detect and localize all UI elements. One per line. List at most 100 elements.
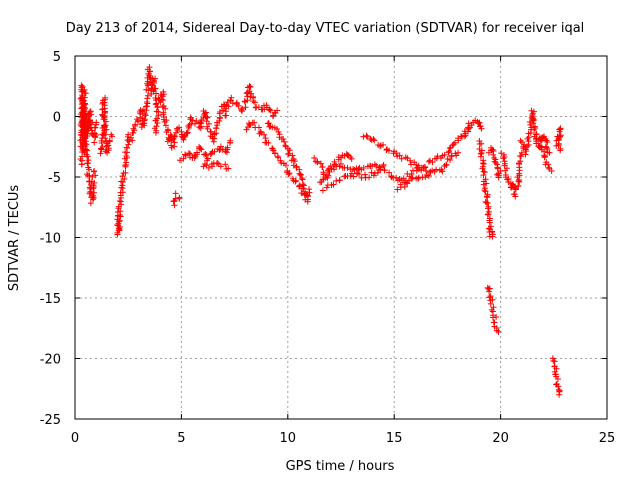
data-point — [91, 189, 98, 196]
data-point — [336, 177, 343, 184]
data-point — [530, 120, 537, 127]
data-point — [481, 187, 488, 194]
data-point — [242, 104, 249, 111]
data-point — [211, 148, 218, 155]
x-tick-label: 20 — [492, 431, 509, 446]
data-point — [330, 166, 337, 173]
data-point — [421, 163, 428, 170]
data-point — [149, 82, 156, 89]
data-point — [493, 313, 500, 320]
data-point — [280, 136, 287, 143]
data-point — [285, 151, 292, 158]
data-point — [483, 193, 490, 200]
data-point — [247, 83, 254, 90]
data-point — [478, 125, 485, 132]
data-point — [370, 136, 377, 143]
data-point — [374, 169, 381, 176]
data-point — [338, 154, 345, 161]
data-point — [93, 119, 100, 126]
data-point — [371, 161, 378, 168]
data-point — [216, 117, 223, 124]
data-point — [81, 100, 88, 107]
y-tick-label: 0 — [53, 111, 61, 126]
data-point — [198, 146, 205, 153]
data-point — [141, 111, 148, 118]
data-point — [144, 92, 151, 99]
data-point — [114, 231, 121, 238]
data-point — [477, 153, 484, 160]
data-point — [488, 147, 495, 154]
data-point — [180, 155, 187, 162]
data-point — [360, 165, 367, 172]
data-point — [181, 134, 188, 141]
data-point — [241, 98, 248, 105]
data-point — [90, 192, 97, 199]
data-point — [355, 166, 362, 173]
data-point — [84, 153, 91, 160]
data-point — [216, 108, 223, 115]
data-point — [487, 297, 494, 304]
data-point — [92, 124, 99, 131]
data-point — [303, 191, 310, 198]
data-point — [556, 387, 563, 394]
data-point — [83, 146, 90, 153]
data-point — [311, 155, 318, 162]
data-point — [487, 300, 494, 307]
data-point — [123, 159, 130, 166]
data-point — [317, 160, 324, 167]
data-point — [504, 176, 511, 183]
data-point — [529, 112, 536, 119]
data-point — [227, 137, 234, 144]
data-point — [81, 86, 88, 93]
data-point — [160, 97, 167, 104]
data-point — [394, 186, 401, 193]
data-point — [217, 163, 224, 170]
data-point — [142, 112, 149, 119]
data-point — [176, 124, 183, 131]
data-point — [125, 131, 132, 138]
data-point — [274, 107, 281, 114]
chart-title: Day 213 of 2014, Sidereal Day-to-day VTE… — [66, 21, 585, 36]
data-point — [84, 147, 91, 154]
data-point — [281, 138, 288, 145]
data-point — [555, 383, 562, 390]
grid-lines — [75, 56, 607, 419]
data-point — [122, 162, 129, 169]
data-point — [144, 95, 151, 102]
y-tick-label: -20 — [40, 353, 61, 368]
data-point — [222, 105, 229, 112]
data-point — [208, 150, 215, 157]
data-point — [377, 143, 384, 150]
data-point — [396, 152, 403, 159]
data-point — [557, 126, 564, 133]
data-point — [484, 194, 491, 201]
data-point — [182, 152, 189, 159]
data-point — [530, 117, 537, 124]
data-point — [248, 90, 255, 97]
data-point — [528, 107, 535, 114]
data-point — [117, 213, 124, 220]
data-point — [423, 167, 430, 174]
data-point — [238, 107, 245, 114]
data-point — [489, 314, 496, 321]
data-point — [163, 129, 170, 136]
x-tick-label: 5 — [177, 431, 185, 446]
data-point — [153, 123, 160, 130]
data-point — [89, 173, 96, 180]
data-point — [126, 138, 133, 145]
data-point — [153, 100, 160, 107]
data-point — [409, 174, 416, 181]
data-point — [528, 124, 535, 131]
y-tick-label: -5 — [48, 171, 61, 186]
data-point — [283, 162, 290, 169]
data-point — [266, 106, 273, 113]
data-point — [371, 137, 378, 144]
data-point — [429, 159, 436, 166]
data-point — [81, 108, 88, 115]
data-point — [184, 129, 191, 136]
data-point — [485, 225, 492, 232]
data-point — [251, 119, 258, 126]
data-point — [267, 107, 274, 114]
data-point — [282, 142, 289, 149]
data-point — [182, 151, 189, 158]
